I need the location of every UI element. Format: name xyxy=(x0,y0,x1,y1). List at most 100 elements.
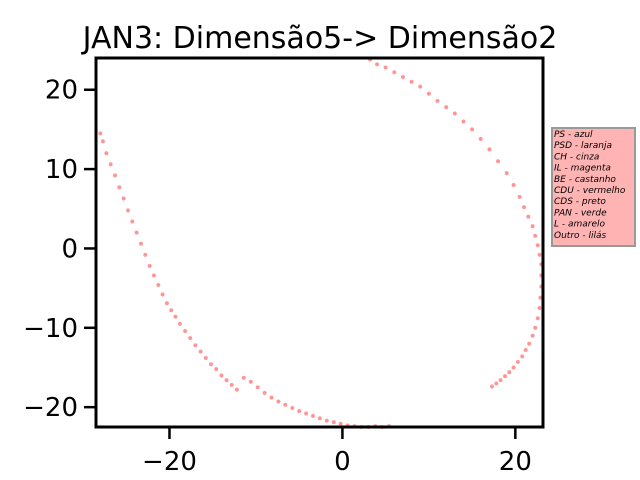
scatter-point xyxy=(187,335,193,341)
scatter-point xyxy=(391,69,397,75)
scatter-point xyxy=(218,372,224,378)
scatter-point xyxy=(289,405,295,411)
scatter-point xyxy=(504,170,510,176)
scatter-point xyxy=(138,241,144,247)
scatter-point xyxy=(517,194,523,200)
scatter-point xyxy=(511,182,516,188)
y-tick-label: 20 xyxy=(45,76,78,106)
scatter-point xyxy=(198,349,204,354)
scatter-point xyxy=(502,373,508,379)
scatter-point xyxy=(535,315,541,321)
scatter-point xyxy=(269,395,274,400)
scatter-point xyxy=(515,359,521,365)
scatter-point xyxy=(203,355,209,361)
scatter-point xyxy=(151,272,157,278)
x-axis: −20 0 20 xyxy=(142,427,532,477)
scatter-point xyxy=(229,382,235,388)
scatter-point xyxy=(121,196,127,201)
scatter-point xyxy=(521,204,527,210)
scatter-point xyxy=(208,361,214,367)
scatter-point xyxy=(383,65,388,70)
scatter-point xyxy=(310,413,316,419)
scatter-point xyxy=(409,79,414,85)
scatter-point xyxy=(443,104,449,110)
scatter-point xyxy=(486,146,492,152)
scatter-point xyxy=(417,84,423,90)
x-tick-label: 0 xyxy=(334,447,351,477)
scatter-point xyxy=(338,421,344,427)
scatter-point xyxy=(282,402,288,408)
y-tick-label: −20 xyxy=(23,393,78,423)
y-tick-label: −10 xyxy=(23,314,78,344)
legend-entry: BE - castanho xyxy=(554,175,616,185)
scatter-point xyxy=(155,282,161,288)
x-tick-label: −20 xyxy=(142,447,197,477)
scatter-point xyxy=(535,242,541,248)
scatter-point xyxy=(317,415,323,421)
scatter-point xyxy=(523,347,529,353)
scatter-point xyxy=(234,387,240,393)
scatter-points xyxy=(97,57,544,430)
scatter-point xyxy=(100,138,106,144)
scatter-point xyxy=(478,136,484,142)
scatter-point xyxy=(426,91,432,97)
scatter-point xyxy=(112,172,118,178)
legend-entry: CDS - preto xyxy=(554,197,606,207)
legend-box xyxy=(551,127,636,247)
scatter-point xyxy=(526,341,532,347)
scatter-point xyxy=(532,325,538,331)
scatter-point xyxy=(461,119,466,124)
scatter-point xyxy=(192,342,198,348)
scatter-point xyxy=(435,98,440,104)
scatter-point xyxy=(125,207,131,213)
scatter-point xyxy=(142,252,148,258)
legend-entry: IL - magenta xyxy=(554,164,611,174)
scatter-point xyxy=(177,321,183,327)
scatter-point xyxy=(498,377,503,383)
scatter-point xyxy=(262,390,267,396)
scatter-point xyxy=(469,126,475,132)
y-tick-label: 10 xyxy=(45,155,78,185)
legend-entry: PS - azul xyxy=(554,130,593,140)
scatter-point xyxy=(255,384,261,390)
scatter-point xyxy=(164,300,170,306)
scatter-point xyxy=(182,328,188,334)
legend-entry: PSD - laranja xyxy=(554,141,612,151)
scatter-point xyxy=(506,369,512,375)
scatter-point xyxy=(511,365,516,370)
legend-entry: Outro - lilás xyxy=(554,231,607,241)
scatter-point xyxy=(168,307,174,313)
scatter-point xyxy=(537,305,542,311)
scatter-point xyxy=(374,61,380,67)
legend-entry: PAN - verde xyxy=(554,208,607,218)
scatter-point xyxy=(160,292,166,297)
scatter-point xyxy=(173,314,178,320)
scatter-point xyxy=(519,353,525,359)
scatter-point xyxy=(530,333,535,339)
scatter-point xyxy=(537,252,542,258)
legend-entry: L - amarelo xyxy=(554,220,606,230)
scatter-point xyxy=(493,380,499,386)
scatter-point xyxy=(104,150,109,156)
scatter-point xyxy=(213,366,219,372)
scatter-point xyxy=(97,130,103,136)
scatter-point xyxy=(224,377,230,383)
y-axis: −20 −10 0 10 20 xyxy=(23,76,96,423)
scatter-point xyxy=(134,230,140,236)
scatter-point xyxy=(331,419,337,425)
scatter-point xyxy=(495,158,501,164)
scatter-point xyxy=(532,233,538,239)
scatter-point xyxy=(303,411,309,416)
scatter-point xyxy=(296,408,302,414)
scatter-point xyxy=(275,399,281,404)
scatter-point xyxy=(116,184,122,190)
legend-entry: CH - cinza xyxy=(554,152,599,162)
scatter-point xyxy=(108,161,114,167)
scatter-point xyxy=(400,74,406,80)
scatter-point xyxy=(324,418,330,424)
y-tick-label: 0 xyxy=(61,234,78,264)
scatter-point xyxy=(530,223,535,229)
scatter-point xyxy=(147,263,153,269)
scatter-point xyxy=(452,111,458,116)
